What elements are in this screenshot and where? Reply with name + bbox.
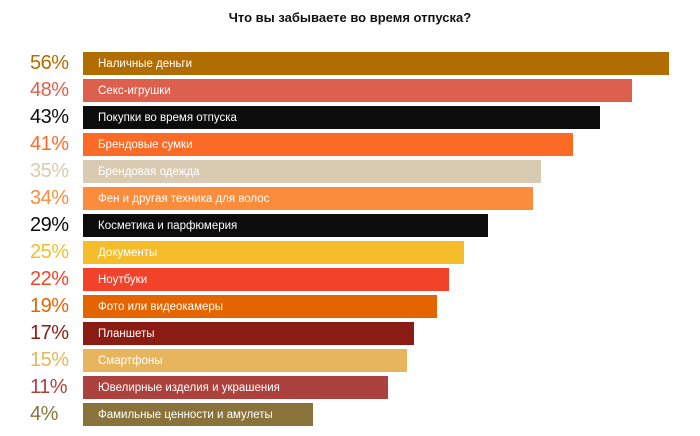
category-label: Планшеты	[98, 327, 155, 340]
bar: Брендовые сумки	[83, 133, 573, 156]
category-label: Ноутбуки	[98, 273, 148, 286]
bar-row: 25% Документы	[0, 240, 700, 267]
bar-row: 19% Фото или видеокамеры	[0, 294, 700, 321]
bar: Фен и другая техника для волос	[83, 187, 533, 210]
percent-label: 4%	[30, 403, 58, 425]
bar-row: 41% Брендовые сумки	[0, 132, 700, 159]
percent-label: 11%	[30, 376, 68, 398]
bar-row: 11% Ювелирные изделия и украшения	[0, 375, 700, 402]
bar-row: 35% Брендовая одежда	[0, 159, 700, 186]
bar-row: 56% Наличные деньги	[0, 51, 700, 78]
category-label: Брендовые сумки	[98, 138, 193, 151]
bar: Секс-игрушки	[83, 79, 632, 102]
bar-row: 22% Ноутбуки	[0, 267, 700, 294]
bar-row: 48% Секс-игрушки	[0, 78, 700, 105]
category-label: Смартфоны	[98, 354, 163, 367]
bar: Ювелирные изделия и украшения	[83, 376, 388, 399]
percent-label: 25%	[30, 241, 69, 263]
percent-label: 41%	[30, 133, 69, 155]
bar: Документы	[83, 241, 464, 264]
percent-label: 56%	[30, 52, 69, 74]
percent-label: 43%	[30, 106, 69, 128]
category-label: Фото или видеокамеры	[98, 300, 224, 313]
bar: Наличные деньги	[83, 52, 669, 75]
bar-row: 17% Планшеты	[0, 321, 700, 348]
category-label: Наличные деньги	[98, 57, 193, 70]
percent-label: 17%	[30, 322, 69, 344]
category-label: Косметика и парфюмерия	[98, 219, 238, 232]
category-label: Брендовая одежда	[98, 165, 200, 178]
percent-label: 19%	[30, 295, 69, 317]
category-label: Покупки во время отпуска	[98, 111, 237, 124]
percent-label: 29%	[30, 214, 69, 236]
percent-label: 48%	[30, 79, 69, 101]
percent-label: 15%	[30, 349, 69, 371]
chart-title: Что вы забываете во время отпуска?	[228, 10, 472, 25]
bar-chart: 56% Наличные деньги 48% Секс-игрушки 43%…	[0, 51, 700, 429]
bar: Ноутбуки	[83, 268, 449, 291]
category-label: Фен и другая техника для волос	[98, 192, 270, 205]
bar-row: 34% Фен и другая техника для волос	[0, 186, 700, 213]
bar: Фамильные ценности и амулеты	[83, 403, 313, 426]
bar: Покупки во время отпуска	[83, 106, 600, 129]
bar: Смартфоны	[83, 349, 407, 372]
bar: Планшеты	[83, 322, 414, 345]
bar-row: 43% Покупки во время отпуска	[0, 105, 700, 132]
category-label: Документы	[98, 246, 158, 259]
percent-label: 35%	[30, 160, 69, 182]
category-label: Фамильные ценности и амулеты	[98, 408, 273, 421]
bar-row: 4% Фамильные ценности и амулеты	[0, 402, 700, 429]
category-label: Секс-игрушки	[98, 84, 171, 97]
category-label: Ювелирные изделия и украшения	[98, 381, 280, 394]
bar: Косметика и парфюмерия	[83, 214, 488, 237]
bar: Фото или видеокамеры	[83, 295, 437, 318]
percent-label: 22%	[30, 268, 69, 290]
bar: Брендовая одежда	[83, 160, 541, 183]
bar-row: 29% Косметика и парфюмерия	[0, 213, 700, 240]
percent-label: 34%	[30, 187, 69, 209]
bar-row: 15% Смартфоны	[0, 348, 700, 375]
